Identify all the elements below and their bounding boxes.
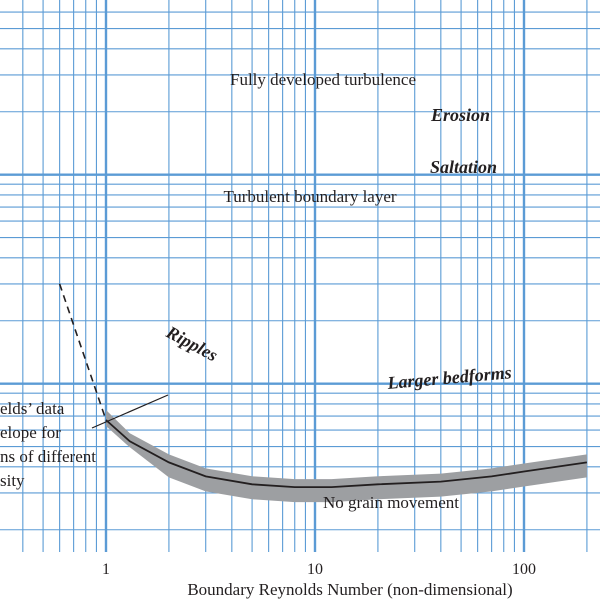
label-no-movement: No grain movement: [323, 493, 459, 512]
extrapolated-threshold-line: [58, 283, 107, 421]
log-grid: [0, 0, 600, 552]
annotation-leader-line: [91, 394, 169, 429]
annotation-line-3: ns of different: [0, 447, 96, 466]
x-tick-label-100: 100: [512, 561, 536, 578]
x-tick-label-10: 10: [307, 561, 323, 578]
label-fully-developed: Fully developed turbulence: [230, 70, 416, 89]
label-larger-bedforms: Larger bedforms: [386, 362, 513, 393]
x-axis-label: Boundary Reynolds Number (non-dimensiona…: [187, 580, 512, 599]
x-tick-label-1: 1: [102, 561, 110, 578]
annotation-line-4: sity: [0, 471, 25, 490]
annotation-line-1: elds’ data: [0, 399, 65, 418]
threshold-curve: [105, 419, 588, 488]
label-saltation: Saltation: [430, 157, 497, 177]
label-erosion: Erosion: [430, 105, 490, 125]
label-turbulent-layer: Turbulent boundary layer: [223, 187, 396, 206]
label-ripples: Ripples: [162, 321, 221, 365]
annotation-line-2: elope for: [0, 423, 61, 442]
